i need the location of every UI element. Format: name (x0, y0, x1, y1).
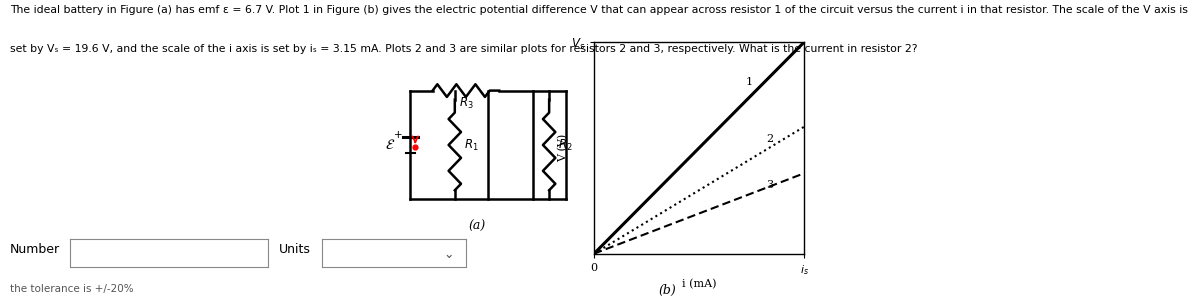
Text: Units: Units (278, 243, 311, 256)
Text: +: + (394, 130, 402, 140)
Text: $\mathcal{E}$: $\mathcal{E}$ (385, 138, 396, 152)
Text: the tolerance is +/-20%: the tolerance is +/-20% (10, 284, 133, 294)
Text: 1: 1 (745, 77, 752, 87)
Text: The ideal battery in Figure (a) has emf ε = 6.7 V. Plot 1 in Figure (b) gives th: The ideal battery in Figure (a) has emf … (10, 5, 1188, 14)
Text: set by Vₛ = 19.6 V, and the scale of the i axis is set by iₛ = 3.15 mA. Plots 2 : set by Vₛ = 19.6 V, and the scale of the… (10, 44, 917, 54)
Text: $R_3$: $R_3$ (458, 96, 473, 111)
Text: ⌄: ⌄ (444, 248, 454, 261)
Text: (a): (a) (468, 220, 486, 233)
Text: Number: Number (10, 243, 60, 256)
Text: $R_2$: $R_2$ (558, 137, 574, 153)
X-axis label: i (mA): i (mA) (682, 279, 716, 290)
Text: $R_1$: $R_1$ (464, 137, 479, 153)
Text: (b): (b) (659, 284, 677, 297)
Text: 2: 2 (766, 134, 773, 144)
Y-axis label: V (V): V (V) (558, 134, 568, 162)
Text: 3: 3 (766, 180, 773, 190)
